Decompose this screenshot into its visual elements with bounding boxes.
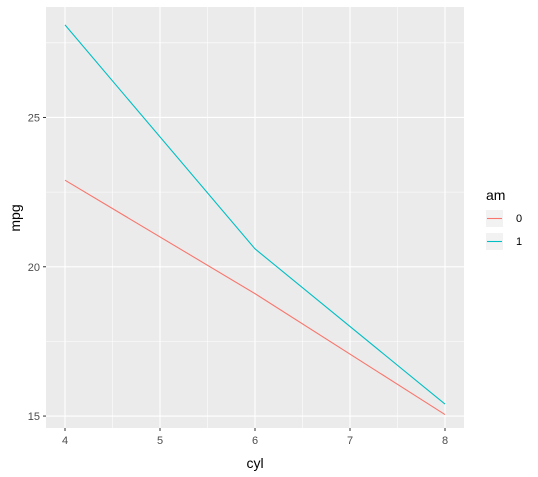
series-line-1 [64,24,446,405]
x-tick-label: 5 [157,435,163,447]
series-line-0 [64,179,446,416]
x-tick-label: 8 [442,435,448,447]
x-tick-label: 7 [347,435,353,447]
legend-label: 1 [516,236,522,248]
grid-lines [46,7,464,428]
y-tick-label: 25 [28,112,40,124]
x-tick-label: 4 [62,435,68,447]
x-tick-label: 6 [252,435,258,447]
series-lines [64,24,446,416]
axes: 4 5 6 7 8 15 20 25 [28,112,448,447]
y-tick-label: 15 [28,411,40,423]
x-axis-title: cyl [246,455,263,471]
y-axis-title: mpg [7,204,23,231]
legend: am 01 [486,187,522,250]
legend-label: 0 [516,213,522,225]
y-tick-label: 20 [28,262,40,274]
legend-items: 01 [486,210,522,250]
legend-title: am [486,187,505,203]
